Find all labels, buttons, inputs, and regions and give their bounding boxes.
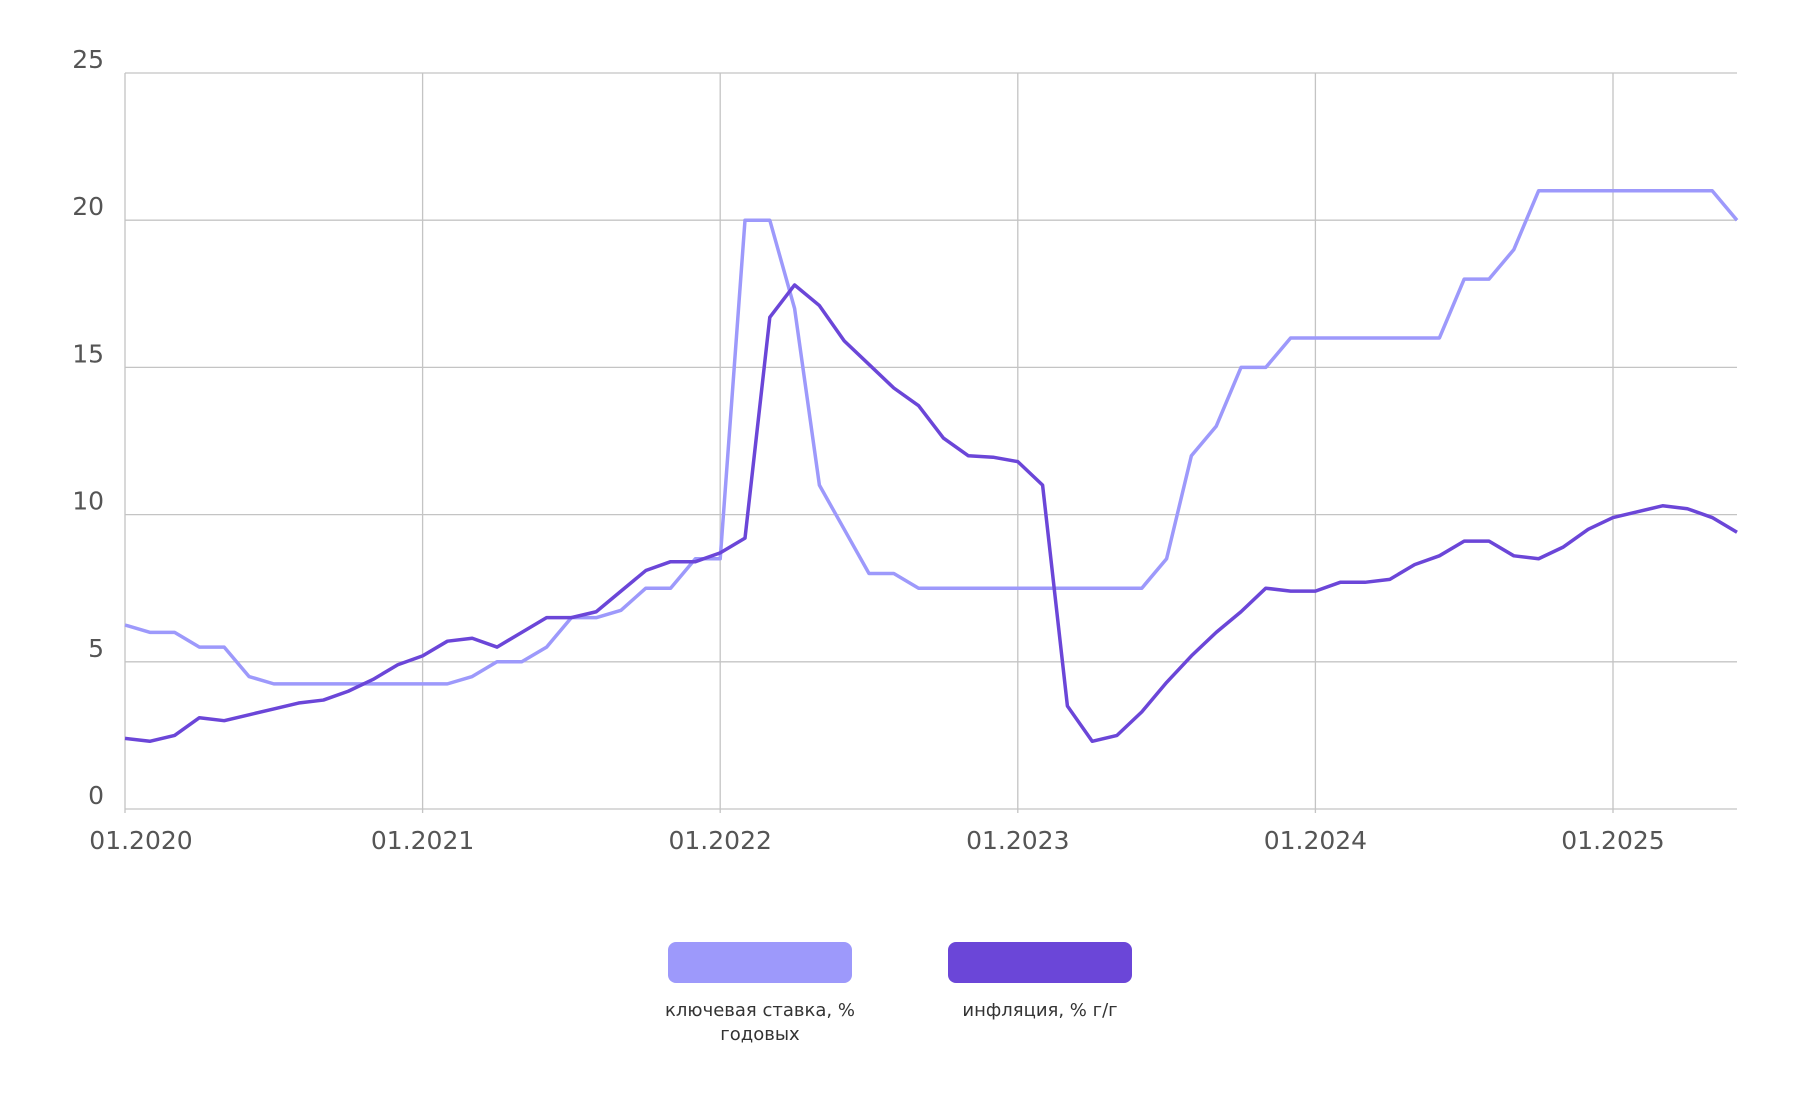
y-tick-label: 0 — [88, 781, 104, 810]
x-tick-label: 01.2025 — [1561, 826, 1664, 855]
y-tick-label: 15 — [72, 339, 104, 368]
legend: ключевая ставка, % годовых инфляция, % г/… — [0, 942, 1800, 1047]
legend-item: ключевая ставка, % годовых — [650, 942, 870, 1047]
legend-swatch — [668, 942, 852, 983]
legend-item: инфляция, % г/г — [930, 942, 1150, 1047]
x-tick-label: 01.2023 — [966, 826, 1069, 855]
legend-label: ключевая ставка, % годовых — [665, 1000, 855, 1045]
x-tick-label: 01.2024 — [1264, 826, 1367, 855]
y-tick-label: 20 — [72, 192, 104, 221]
y-tick-label: 5 — [88, 634, 104, 663]
x-tick-label: 01.2020 — [89, 826, 192, 855]
y-tick-label: 25 — [72, 45, 104, 74]
line-series — [124, 189, 1739, 686]
x-tick-label: 01.2022 — [669, 826, 772, 855]
x-tick-label: 01.2021 — [371, 826, 474, 855]
line-series — [124, 283, 1738, 744]
chart: 0 5 10 15 20 25 01.2020 01.2021 01.2022 01.2023 01… — [72, 45, 1739, 855]
legend-label: инфляция, % г/г — [962, 1000, 1118, 1021]
y-tick-label: 10 — [72, 487, 104, 516]
legend-swatch — [948, 942, 1132, 983]
